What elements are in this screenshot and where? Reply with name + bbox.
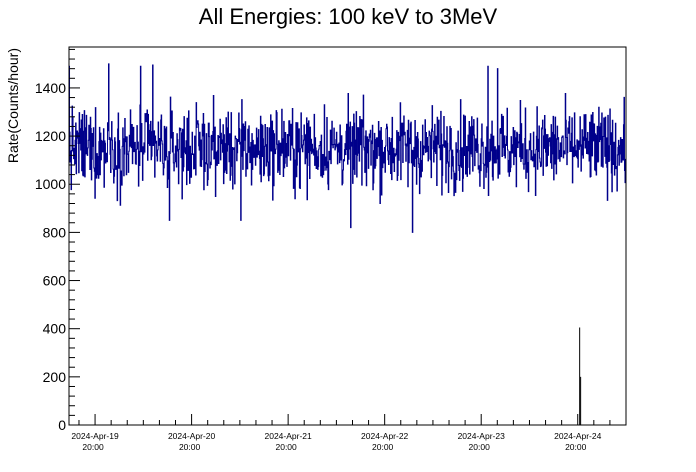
y-tick-label: 200 bbox=[43, 369, 67, 385]
y-tick-label: 1400 bbox=[35, 80, 66, 96]
y-tick-label: 600 bbox=[43, 273, 67, 289]
y-tick-label: 400 bbox=[43, 321, 67, 337]
chart-title: All Energies: 100 keV to 3MeV bbox=[199, 4, 498, 29]
plot-data bbox=[69, 63, 626, 425]
x-tick-time-4: 20:00 bbox=[469, 442, 491, 452]
x-tick-time-1: 20:00 bbox=[179, 442, 201, 452]
x-tick-date-1: 2024-Apr-20 bbox=[168, 431, 216, 441]
x-tick-time-0: 20:00 bbox=[82, 442, 104, 452]
x-tick-time-3: 20:00 bbox=[372, 442, 394, 452]
x-tick-date-3: 2024-Apr-22 bbox=[361, 431, 409, 441]
y-tick-label: 1000 bbox=[35, 176, 66, 192]
x-tick-date-0: 2024-Apr-19 bbox=[71, 431, 119, 441]
axes: 02004006008001000120014002024-Apr-1920:0… bbox=[35, 46, 627, 452]
x-tick-time-5: 20:00 bbox=[565, 442, 587, 452]
y-tick-label: 1200 bbox=[35, 128, 66, 144]
series-line bbox=[69, 63, 626, 233]
x-tick-time-2: 20:00 bbox=[275, 442, 297, 452]
x-tick-date-2: 2024-Apr-21 bbox=[264, 431, 312, 441]
y-axis-label: Rate(Counts/hour) bbox=[5, 48, 21, 163]
x-tick-date-4: 2024-Apr-23 bbox=[458, 431, 506, 441]
plot-frame bbox=[68, 46, 627, 426]
x-tick-date-5: 2024-Apr-24 bbox=[554, 431, 602, 441]
y-tick-label: 0 bbox=[58, 417, 66, 433]
y-tick-label: 800 bbox=[43, 224, 67, 240]
